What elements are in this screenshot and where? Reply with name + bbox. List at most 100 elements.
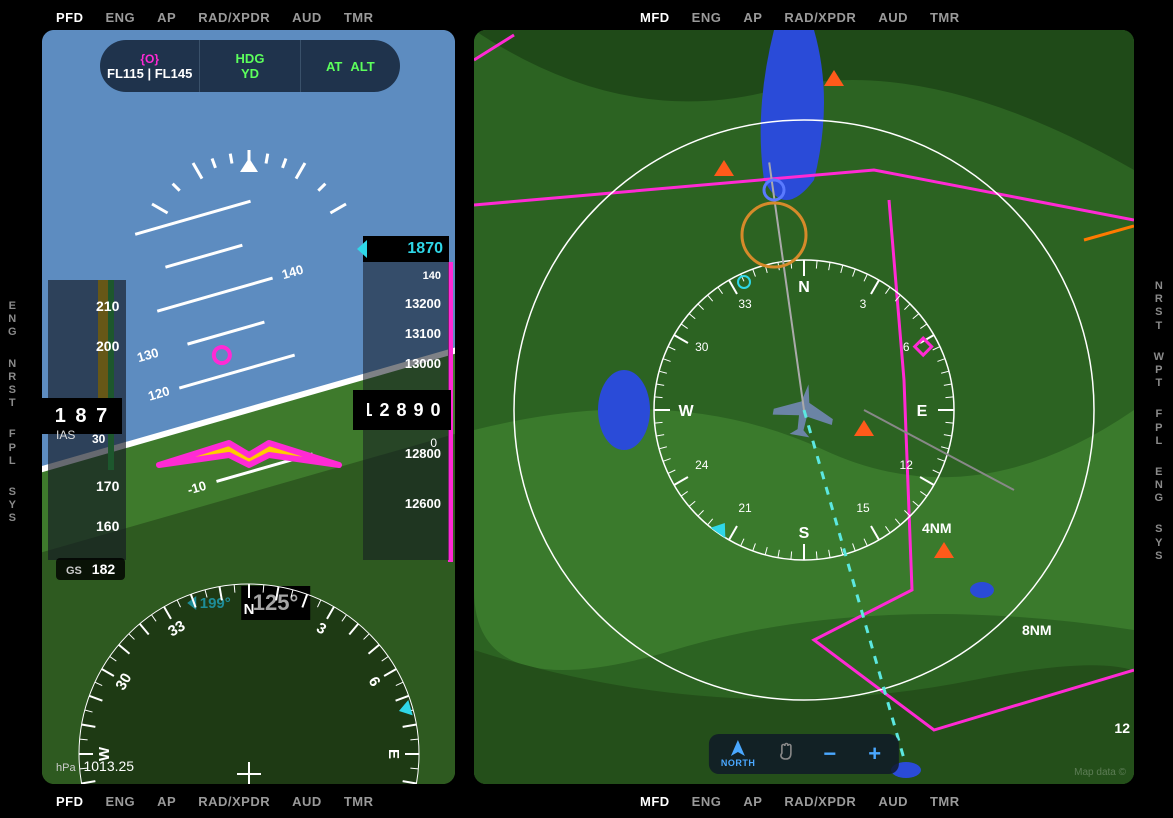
tab-eng-b[interactable]: ENG [106, 794, 136, 809]
mfd-bottom-tabs: MFD ENG AP RAD/XPDR AUD TMR [640, 788, 960, 814]
compass-n: N [798, 279, 810, 296]
tab-tmr-b[interactable]: TMR [344, 794, 374, 809]
moving-map[interactable]: N E S W 3 6 12 15 21 24 30 33 [474, 30, 1134, 784]
vitem-r-wpt[interactable]: WPT [1154, 351, 1165, 391]
slip-indicator [240, 158, 258, 172]
vitem-r-eng[interactable]: ENG [1154, 466, 1165, 506]
avionics-root: PFD ENG AP RAD/XPDR AUD TMR MFD ENG AP R… [0, 0, 1173, 818]
svg-text:30: 30 [695, 340, 709, 354]
tab-eng[interactable]: ENG [106, 10, 136, 25]
alt-tick: 13000 [405, 356, 441, 371]
tab-radxpdr[interactable]: RAD/XPDR [198, 10, 270, 25]
map-credit: Map data © [1074, 767, 1126, 778]
fma-alt: ALT [350, 59, 374, 74]
tab-mfd-radxpdr-b[interactable]: RAD/XPDR [784, 794, 856, 809]
fma-col2: HDG YD [200, 40, 300, 92]
svg-text:E: E [385, 749, 402, 759]
compass-w: W [678, 403, 694, 420]
zoom-out-button[interactable]: − [817, 741, 842, 767]
tab-mfd[interactable]: MFD [640, 10, 670, 25]
flight-mode-annunciator: {O} FL115 | FL145 HDG YD AT ALT [100, 40, 400, 92]
range-inner-label: 4NM [922, 520, 952, 536]
vitem-sys[interactable]: SYS [8, 486, 18, 526]
right-vmenu: NRST WPT FPL ENG SYS [1154, 280, 1165, 563]
fma-col3: AT ALT [301, 40, 400, 92]
hsi-rose: N 3 6 E 12 15 S 21 24 W 30 33 [49, 554, 449, 784]
pan-button[interactable] [775, 741, 797, 768]
vitem-r-nrst[interactable]: NRST [1154, 280, 1165, 333]
tab-mfd-aud-b[interactable]: AUD [878, 794, 908, 809]
asi-tick: 210 [96, 298, 119, 314]
vitem-eng[interactable]: ENG [8, 300, 18, 340]
compass-s: S [799, 525, 810, 542]
svg-text:21: 21 [738, 501, 752, 515]
tab-pfd[interactable]: PFD [56, 10, 84, 25]
altitude-current: 1 2 8 9 0 [353, 390, 451, 430]
svg-text:3: 3 [860, 297, 867, 311]
tab-mfd-ap-b[interactable]: AP [743, 794, 762, 809]
fma-hdg: HDG [236, 51, 265, 66]
vs-zero: 0 [430, 436, 437, 450]
baro-value: 1013.25 [83, 758, 134, 774]
range-outer-label: 8NM [1022, 622, 1052, 638]
obstruction-icon [714, 160, 734, 176]
vitem-nrst[interactable]: NRST [8, 358, 18, 411]
baro-unit: hPa [56, 762, 76, 774]
altitude-selected[interactable]: 1870 [363, 236, 449, 262]
obstruction-icon [824, 70, 844, 86]
svg-text:6: 6 [903, 340, 910, 354]
tab-aud-b[interactable]: AUD [292, 794, 322, 809]
tab-pfd-b[interactable]: PFD [56, 794, 84, 809]
tab-mfd-eng-b[interactable]: ENG [692, 794, 722, 809]
pfd-panel: 120 130 140 -10 [42, 30, 455, 784]
tab-tmr[interactable]: TMR [344, 10, 374, 25]
compass-e: E [917, 403, 928, 420]
range-edge-label: 12 [1114, 720, 1130, 736]
zoom-in-button[interactable]: + [862, 741, 887, 767]
tab-ap[interactable]: AP [157, 10, 176, 25]
svg-text:15: 15 [856, 501, 870, 515]
fma-yd: YD [241, 66, 259, 81]
fma-levels: FL115 | FL145 [107, 66, 192, 81]
alt-tick: 12600 [405, 496, 441, 511]
alt-tick: 13200 [405, 296, 441, 311]
vitem-fpl[interactable]: FPL [8, 428, 18, 468]
map-controls: NORTH − + [709, 734, 899, 774]
tab-mfd-b[interactable]: MFD [640, 794, 670, 809]
north-arrow-icon [729, 740, 747, 758]
vitem-r-fpl[interactable]: FPL [1154, 408, 1165, 448]
altitude-tape: 1870 140 13200 13100 13000 12800 12600 1… [363, 240, 449, 560]
tab-mfd-radxpdr[interactable]: RAD/XPDR [784, 10, 856, 25]
tab-mfd-aud[interactable]: AUD [878, 10, 908, 25]
north-up-button[interactable]: NORTH [721, 740, 756, 768]
tab-mfd-eng[interactable]: ENG [692, 10, 722, 25]
mfd-panel[interactable]: N E S W 3 6 12 15 21 24 30 33 [474, 30, 1134, 784]
tab-aud[interactable]: AUD [292, 10, 322, 25]
pfd-bottom-tabs: PFD ENG AP RAD/XPDR AUD TMR [56, 788, 373, 814]
vitem-r-sys[interactable]: SYS [1154, 523, 1165, 563]
svg-text:33: 33 [738, 297, 752, 311]
tab-mfd-tmr-b[interactable]: TMR [930, 794, 960, 809]
tab-radxpdr-b[interactable]: RAD/XPDR [198, 794, 270, 809]
north-label: NORTH [721, 758, 756, 768]
svg-text:24: 24 [695, 458, 709, 472]
obstruction-icon [854, 420, 874, 436]
fma-at: AT [326, 59, 342, 74]
aircraft-symbol [139, 425, 359, 485]
svg-text:N: N [243, 601, 254, 618]
airspeed-current: 1 8 7 [42, 398, 122, 434]
left-vmenu: ENG NRST FPL SYS [8, 300, 18, 525]
obstruction-icon [934, 542, 954, 558]
tab-mfd-ap[interactable]: AP [743, 10, 762, 25]
asi-tick: 170 [96, 478, 119, 494]
alt-tick: 140 [423, 270, 441, 282]
baro-setting[interactable]: hPa 1013.25 [56, 758, 134, 774]
svg-text:12: 12 [900, 458, 914, 472]
tab-ap-b[interactable]: AP [157, 794, 176, 809]
hand-icon [775, 741, 797, 763]
ias-label: IAS [56, 428, 75, 442]
asi-tick: 200 [96, 338, 119, 354]
asi-tick: 30 [92, 432, 105, 446]
pfd-top-tabs: PFD ENG AP RAD/XPDR AUD TMR [56, 4, 373, 30]
tab-mfd-tmr[interactable]: TMR [930, 10, 960, 25]
